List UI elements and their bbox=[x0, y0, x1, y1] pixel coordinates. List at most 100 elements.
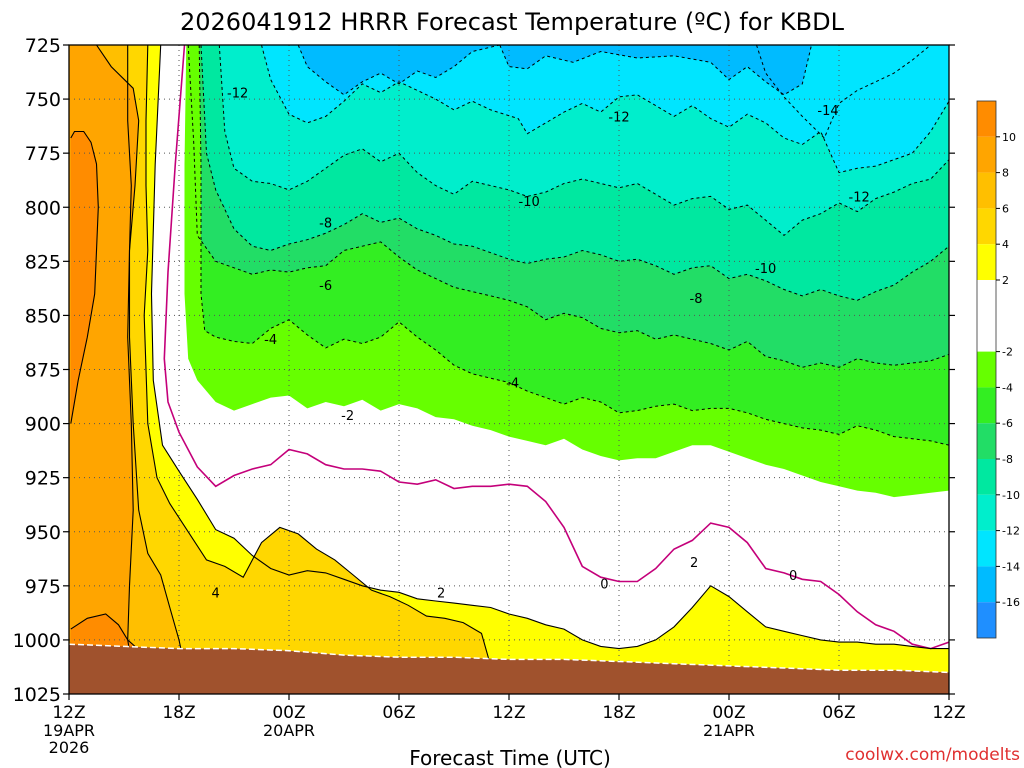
x-tick-date-label: 19APR bbox=[43, 721, 95, 740]
y-tick-label: 975 bbox=[25, 576, 61, 598]
colorbar-tick-label: 10 bbox=[1002, 131, 1016, 144]
fill-cold-pocket bbox=[499, 45, 812, 95]
contour-boundary-8-10 bbox=[70, 130, 99, 424]
colorbar-bin bbox=[977, 351, 996, 388]
axes: 725 750 775 800 825 850 875 900 925 950 975 1000 102… bbox=[13, 35, 966, 757]
contour-boundary-10-12 bbox=[70, 613, 136, 647]
terrain-surface bbox=[69, 643, 949, 694]
colorbar-bin bbox=[977, 423, 996, 459]
colorbar-tick-label: -12 bbox=[1002, 525, 1020, 538]
contour-label: -2 bbox=[341, 409, 354, 424]
x-tick-label: 18Z bbox=[162, 703, 195, 723]
x-tick-label: 12Z bbox=[932, 703, 965, 723]
contour-boundary-12-10 bbox=[261, 45, 949, 174]
terrain-fill bbox=[69, 644, 949, 694]
y-tick-label: 825 bbox=[25, 251, 61, 273]
x-tick-label: 00Z bbox=[272, 703, 305, 723]
x-tick-label: 12Z bbox=[492, 703, 525, 723]
y-tick-label: 750 bbox=[25, 89, 61, 111]
x-tick-date-label: 20APR bbox=[263, 721, 315, 740]
x-tick-label: 00Z bbox=[712, 703, 745, 723]
contour-label: -4 bbox=[264, 333, 277, 348]
y-tick-label: 900 bbox=[25, 414, 61, 436]
colorbar-bin bbox=[977, 172, 996, 209]
colorbar-tick-label: -8 bbox=[1002, 453, 1013, 466]
contour-label: -4 bbox=[506, 376, 519, 391]
contour-boundary-14-12 bbox=[297, 45, 500, 96]
contour-label: -8 bbox=[690, 292, 703, 307]
colorbar-frame bbox=[976, 100, 997, 639]
contour-label: -14 bbox=[817, 104, 838, 119]
contour-boundary-4-6 bbox=[127, 45, 186, 667]
colorbar-tick-label: 4 bbox=[1002, 238, 1009, 251]
contour-boundary-0-2 bbox=[150, 45, 949, 650]
colorbar-bin bbox=[977, 101, 996, 137]
colorbar-bin bbox=[977, 208, 996, 245]
colorbar-bin bbox=[977, 387, 996, 424]
contour-boundary-4-2 bbox=[198, 45, 949, 446]
contour-label: -12 bbox=[608, 110, 629, 125]
y-tick-label: 875 bbox=[25, 360, 61, 382]
x-tick-date-label: 2026 bbox=[49, 738, 90, 757]
y-tick-label: 1025 bbox=[13, 684, 61, 706]
y-tick-label: 950 bbox=[25, 522, 61, 544]
colorbar-tick-label: -14 bbox=[1002, 560, 1020, 573]
y-tick-label: 775 bbox=[25, 143, 61, 165]
contour-label: 2 bbox=[437, 586, 445, 601]
colorbar-bin bbox=[977, 459, 996, 495]
contour-lines bbox=[70, 45, 949, 684]
contour-label: 4 bbox=[212, 586, 220, 601]
grid-lines bbox=[69, 45, 949, 694]
x-tick-date-label: 21APR bbox=[703, 721, 755, 740]
terrain-edge bbox=[69, 643, 949, 674]
contour-label: -6 bbox=[319, 279, 332, 294]
contour-label: -12 bbox=[849, 190, 870, 205]
colorbar-tick-label: -16 bbox=[1002, 596, 1020, 609]
y-tick-label: 925 bbox=[25, 468, 61, 490]
contour-boundary-2-4 bbox=[143, 45, 501, 684]
chart-title: 2026041912 HRRR Forecast Temperature (ºC… bbox=[180, 8, 845, 36]
contour-boundary-14-12-right bbox=[756, 45, 932, 139]
colorbar-tick-label: 2 bbox=[1002, 274, 1009, 287]
y-tick-label: 725 bbox=[25, 35, 61, 57]
contour-boundary-8-6 bbox=[200, 45, 949, 301]
contour-label: -12 bbox=[227, 87, 248, 102]
y-tick-label: 850 bbox=[25, 305, 61, 327]
colorbar-tick-label: -4 bbox=[1002, 381, 1013, 394]
colorbar: 10 8 6 4 2 -2 -4 -6 -8 -10 -12 -14 -16 bbox=[976, 100, 1020, 639]
y-tick-label: 800 bbox=[25, 197, 61, 219]
contour-0-c-isotherm bbox=[163, 45, 949, 650]
colorbar-bin bbox=[977, 280, 996, 352]
contour-boundary-6-8 bbox=[96, 45, 140, 662]
contour-label: -8 bbox=[319, 216, 332, 231]
x-tick-label: 06Z bbox=[822, 703, 855, 723]
colorbar-tick-label: 8 bbox=[1002, 167, 1009, 180]
x-tick-label: 12Z bbox=[52, 703, 85, 723]
x-axis-label: Forecast Time (UTC) bbox=[409, 746, 611, 768]
contour-label: 0 bbox=[789, 569, 797, 584]
contour-label: 0 bbox=[600, 578, 608, 593]
fill-overlay-2-to-4 bbox=[69, 45, 500, 694]
colorbar-tick-label: -2 bbox=[1002, 346, 1013, 359]
contour-boundary-10-8 bbox=[218, 45, 949, 237]
x-tick-label: 06Z bbox=[382, 703, 415, 723]
colorbar-tick-label: 6 bbox=[1002, 202, 1009, 215]
contour-labels: -12 -12 -14 -12 -10 -10 -8 -8 -6 -4 -4 -2 0 0 2 2 4 bbox=[212, 87, 870, 602]
colorbar-bin bbox=[977, 530, 996, 567]
contour-label: 2 bbox=[690, 556, 698, 571]
y-tick-label: 1000 bbox=[13, 630, 61, 652]
colorbar-bin bbox=[977, 566, 996, 603]
colorbar-bin bbox=[977, 494, 996, 531]
colorbar-bin bbox=[977, 136, 996, 173]
colorbar-tick-label: -10 bbox=[1002, 489, 1020, 502]
contour-label: -10 bbox=[519, 195, 540, 210]
colorbar-bin bbox=[977, 244, 996, 280]
contour-boundary-6-4 bbox=[187, 45, 949, 368]
fill-overlay-8-to-10 bbox=[70, 131, 99, 424]
x-tick-label: 18Z bbox=[602, 703, 635, 723]
colorbar-bin bbox=[977, 602, 996, 638]
contour-boundary-16-14 bbox=[499, 45, 812, 96]
watermark: coolwx.com/modelts bbox=[845, 745, 1020, 765]
contour-label: -10 bbox=[755, 262, 776, 277]
